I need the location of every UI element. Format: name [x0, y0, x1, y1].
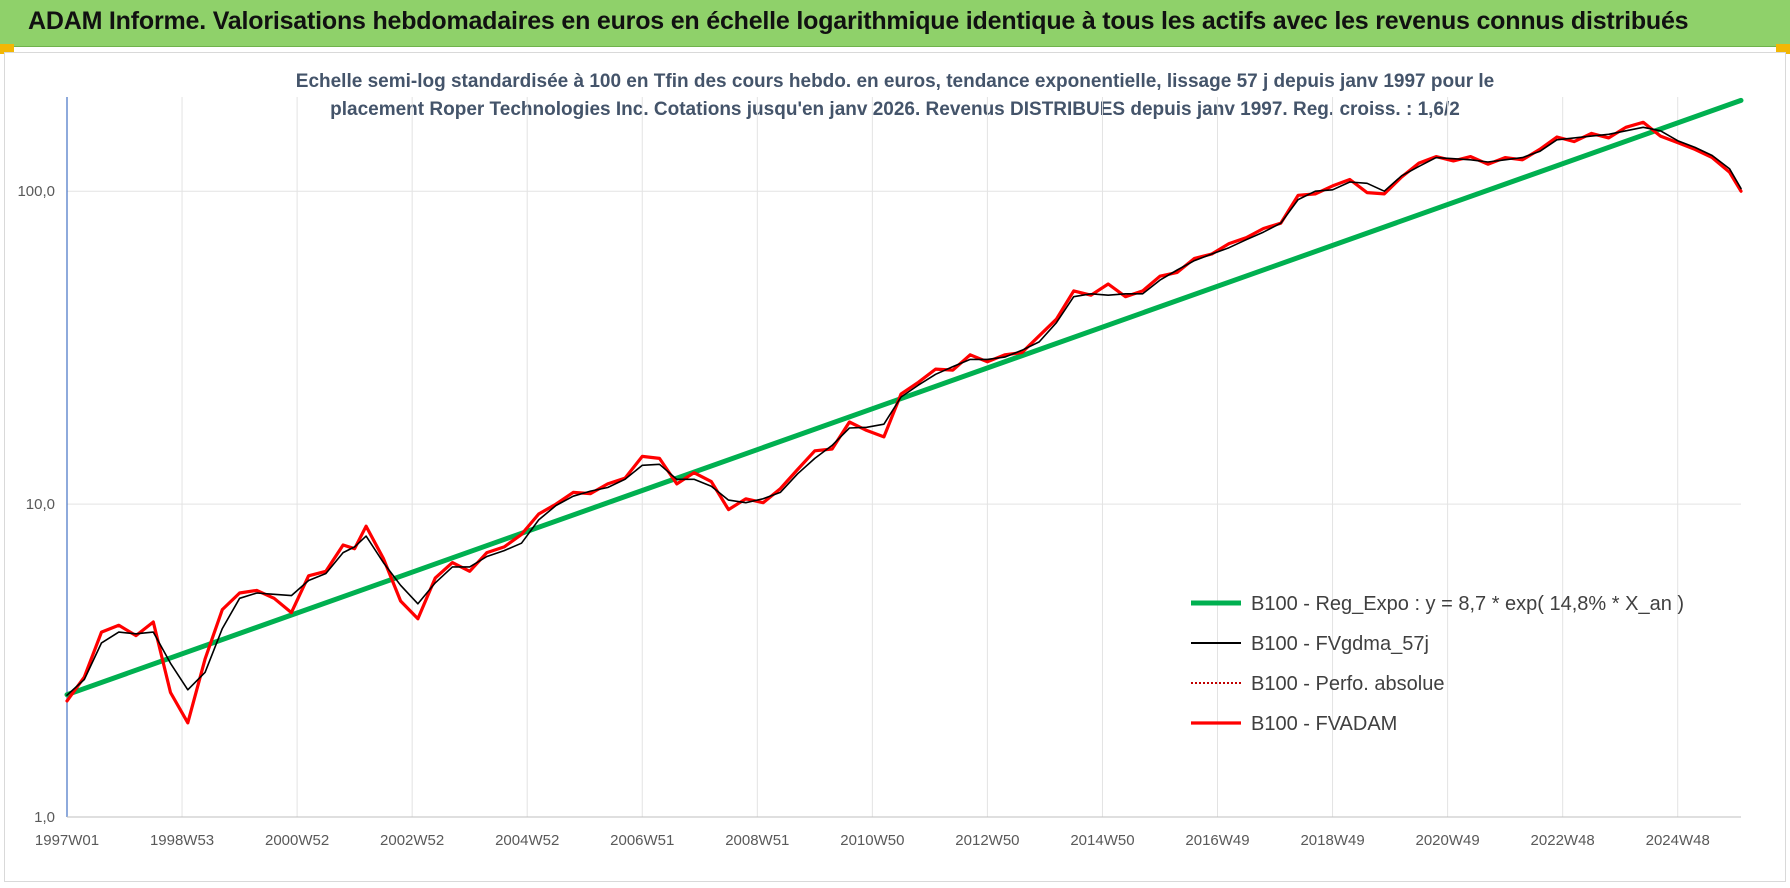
x-tick-label: 2010W50: [840, 832, 904, 849]
chart-subtitle-line-1: Echelle semi-log standardisée à 100 en T…: [296, 71, 1494, 92]
x-tick-label: 2008W51: [725, 832, 789, 849]
axes: [66, 97, 1741, 818]
gridlines: [66, 97, 1741, 818]
x-tick-label: 2020W49: [1416, 832, 1480, 849]
x-tick-label: 2018W49: [1300, 832, 1364, 849]
x-tick-label: 2000W52: [265, 832, 329, 849]
smoothed-line: [66, 126, 1742, 697]
header-banner: ADAM Informe. Valorisations hebdomadaire…: [0, 0, 1790, 47]
x-tick-label: 2012W50: [955, 832, 1019, 849]
report-title: ADAM Informe. Valorisations hebdomadaire…: [28, 7, 1689, 35]
legend-label-reg: B100 - Reg_Expo : y = 8,7 * exp( 14,8% *…: [1251, 593, 1684, 615]
x-tick-label: 2002W52: [380, 832, 444, 849]
chart-subtitle-line-2: placement Roper Technologies Inc. Cotati…: [330, 99, 1460, 120]
legend: B100 - Reg_Expo : y = 8,7 * exp( 14,8% *…: [1191, 593, 1684, 735]
fvadam-line: [65, 120, 1743, 725]
y-tick-label: 1,0: [34, 809, 55, 826]
corner-marker-right: [1776, 44, 1790, 54]
tick-labels: 1997W01 1998W53 2000W52 2002W52 2004W52 2006W…: [17, 183, 1709, 849]
legend-label-fvadam: B100 - FVADAM: [1251, 713, 1397, 735]
x-tick-label: 2004W52: [495, 832, 559, 849]
y-tick-label: 10,0: [26, 496, 55, 513]
x-tick-label: 2024W48: [1646, 832, 1710, 849]
chart-svg: Echelle semi-log standardisée à 100 en T…: [17, 71, 1744, 849]
x-tick-label: 1997W01: [35, 832, 99, 849]
x-tick-label: 2006W51: [610, 832, 674, 849]
legend-label-sma: B100 - FVgdma_57j: [1251, 633, 1429, 655]
corner-marker-left: [0, 44, 14, 54]
chart-area: Echelle semi-log standardisée à 100 en T…: [4, 52, 1786, 882]
series-lines: [64, 97, 1744, 725]
x-tick-label: 2016W49: [1185, 832, 1249, 849]
perf-absolue-line: [66, 121, 1742, 724]
x-tick-label: 2014W50: [1070, 832, 1134, 849]
y-tick-label: 100,0: [17, 183, 55, 200]
x-tick-label: 1998W53: [150, 832, 214, 849]
legend-label-perf: B100 - Perfo. absolue: [1251, 673, 1444, 695]
regression-line: [64, 97, 1744, 698]
x-tick-label: 2022W48: [1531, 832, 1595, 849]
